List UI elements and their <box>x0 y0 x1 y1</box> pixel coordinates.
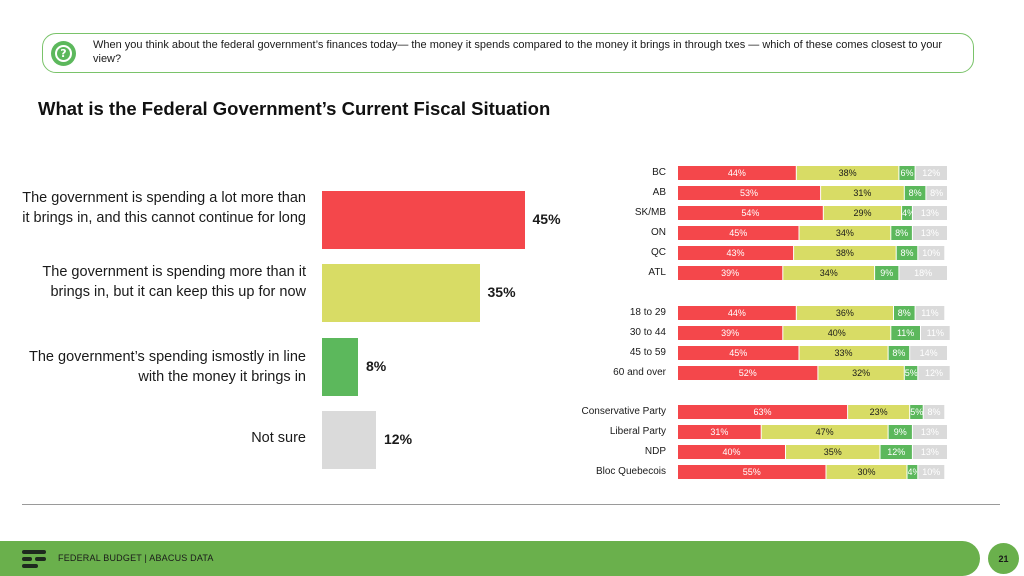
stack-segment-label: 52% <box>738 368 757 378</box>
main-value-label: 8% <box>366 358 387 374</box>
main-category-label: The government is spending more than it … <box>42 264 306 300</box>
stack-segment-label: 9% <box>880 268 894 278</box>
stack-segment-label: 44% <box>727 308 746 318</box>
stack-segment-label: 38% <box>838 168 857 178</box>
stack-segment-label: 34% <box>835 228 854 238</box>
stack-segment-label: 8% <box>930 188 944 198</box>
abacus-logo-icon <box>22 550 46 568</box>
main-value-label: 45% <box>532 211 561 227</box>
stack-segment-label: 32% <box>852 368 871 378</box>
stack-segment-label: 23% <box>869 407 888 417</box>
question-box: ? When you think about the federal gover… <box>42 33 974 73</box>
stack-segment-label: 5% <box>910 407 923 417</box>
stack-segment-label: 33% <box>834 348 853 358</box>
stack-segment-label: 45% <box>729 228 748 238</box>
breakdown-row-label: 60 and over <box>613 367 666 378</box>
stack-segment-label: 12% <box>887 447 906 457</box>
stack-segment-label: 8% <box>900 248 914 258</box>
stack-segment-label: 10% <box>922 248 941 258</box>
stack-segment-label: 13% <box>920 447 939 457</box>
breakdown-row-label: 45 to 59 <box>629 347 666 358</box>
stack-segment-label: 11% <box>896 328 915 338</box>
stack-segment-label: 11% <box>926 328 945 338</box>
main-bar <box>322 191 525 249</box>
footer-text: FEDERAL BUDGET | ABACUS DATA <box>58 553 214 563</box>
stack-segment-label: 30% <box>857 467 876 477</box>
stack-segment-label: 53% <box>740 188 759 198</box>
breakdown-row-label: Bloc Quebecois <box>595 466 666 477</box>
stack-segment-label: 6% <box>900 168 914 178</box>
breakdown-row-label: 30 to 44 <box>629 327 666 338</box>
main-bar <box>322 338 358 396</box>
stack-segment-label: 63% <box>753 407 772 417</box>
stack-segment-label: 40% <box>827 328 846 338</box>
main-bar <box>322 411 376 469</box>
main-category-label: The government is spending a lot more th… <box>22 190 306 226</box>
stack-segment-label: 10% <box>922 467 941 477</box>
stack-segment-label: 4% <box>907 467 918 477</box>
page-title: What is the Federal Government’s Current… <box>38 98 551 119</box>
main-value-label: 12% <box>384 431 413 447</box>
stack-segment-label: 8% <box>927 407 941 417</box>
stack-segment-label: 8% <box>892 348 906 358</box>
stack-segment-label: 8% <box>908 188 922 198</box>
stack-segment-label: 43% <box>726 248 745 258</box>
page-number: 21 <box>988 543 1019 574</box>
breakdown-row-label: 18 to 29 <box>629 307 666 318</box>
stack-segment-label: 13% <box>920 427 939 437</box>
breakdown-row-label: SK/MB <box>634 207 666 218</box>
main-bar <box>322 264 480 322</box>
main-category-label: Not sure <box>251 430 306 446</box>
stack-segment-label: 55% <box>742 467 761 477</box>
main-value-label: 35% <box>487 284 516 300</box>
stack-segment-label: 12% <box>924 368 943 378</box>
stack-segment-label: 13% <box>920 228 939 238</box>
stack-segment-label: 44% <box>727 168 746 178</box>
question-mark-icon: ? <box>51 41 76 66</box>
stack-segment-label: 14% <box>919 348 938 358</box>
breakdown-row-label: QC <box>651 247 666 258</box>
stack-segment-label: 12% <box>922 168 941 178</box>
breakdown-row-label: ON <box>651 227 666 238</box>
stack-segment-label: 39% <box>721 328 740 338</box>
stack-segment-label: 5% <box>904 368 918 378</box>
stack-segment-label: 31% <box>853 188 872 198</box>
breakdown-row-label: Liberal Party <box>609 426 666 437</box>
main-category-label: The government’s spending ismostly in li… <box>29 349 306 385</box>
stack-segment-label: 34% <box>819 268 838 278</box>
stack-segment-label: 36% <box>835 308 854 318</box>
breakdown-row-label: ATL <box>648 267 666 278</box>
stack-segment-label: 39% <box>721 268 740 278</box>
stack-segment-label: 47% <box>815 427 834 437</box>
stack-segment-label: 54% <box>741 208 760 218</box>
breakdown-row-label: NDP <box>644 446 666 457</box>
stack-segment-label: 35% <box>823 447 842 457</box>
footer-divider <box>22 504 1000 505</box>
question-text: When you think about the federal governm… <box>93 39 943 65</box>
stack-segment-label: 4% <box>902 208 912 218</box>
stack-segment-label: 9% <box>893 427 907 437</box>
stack-segment-label: 45% <box>729 348 748 358</box>
stack-segment-label: 40% <box>722 447 741 457</box>
stack-segment-label: 8% <box>895 228 909 238</box>
breakdown-row-label: AB <box>652 187 666 198</box>
stack-segment-label: 29% <box>853 208 872 218</box>
stack-segment-label: 38% <box>835 248 854 258</box>
stack-segment-label: 8% <box>897 308 911 318</box>
stack-segment-label: 18% <box>914 268 933 278</box>
footer-bar <box>0 541 980 576</box>
breakdown-row-label: BC <box>652 167 666 178</box>
stack-segment-label: 11% <box>921 308 939 318</box>
breakdown-row-label: Conservative Party <box>581 406 666 417</box>
stack-segment-label: 13% <box>920 208 939 218</box>
stack-segment-label: 31% <box>710 427 729 437</box>
